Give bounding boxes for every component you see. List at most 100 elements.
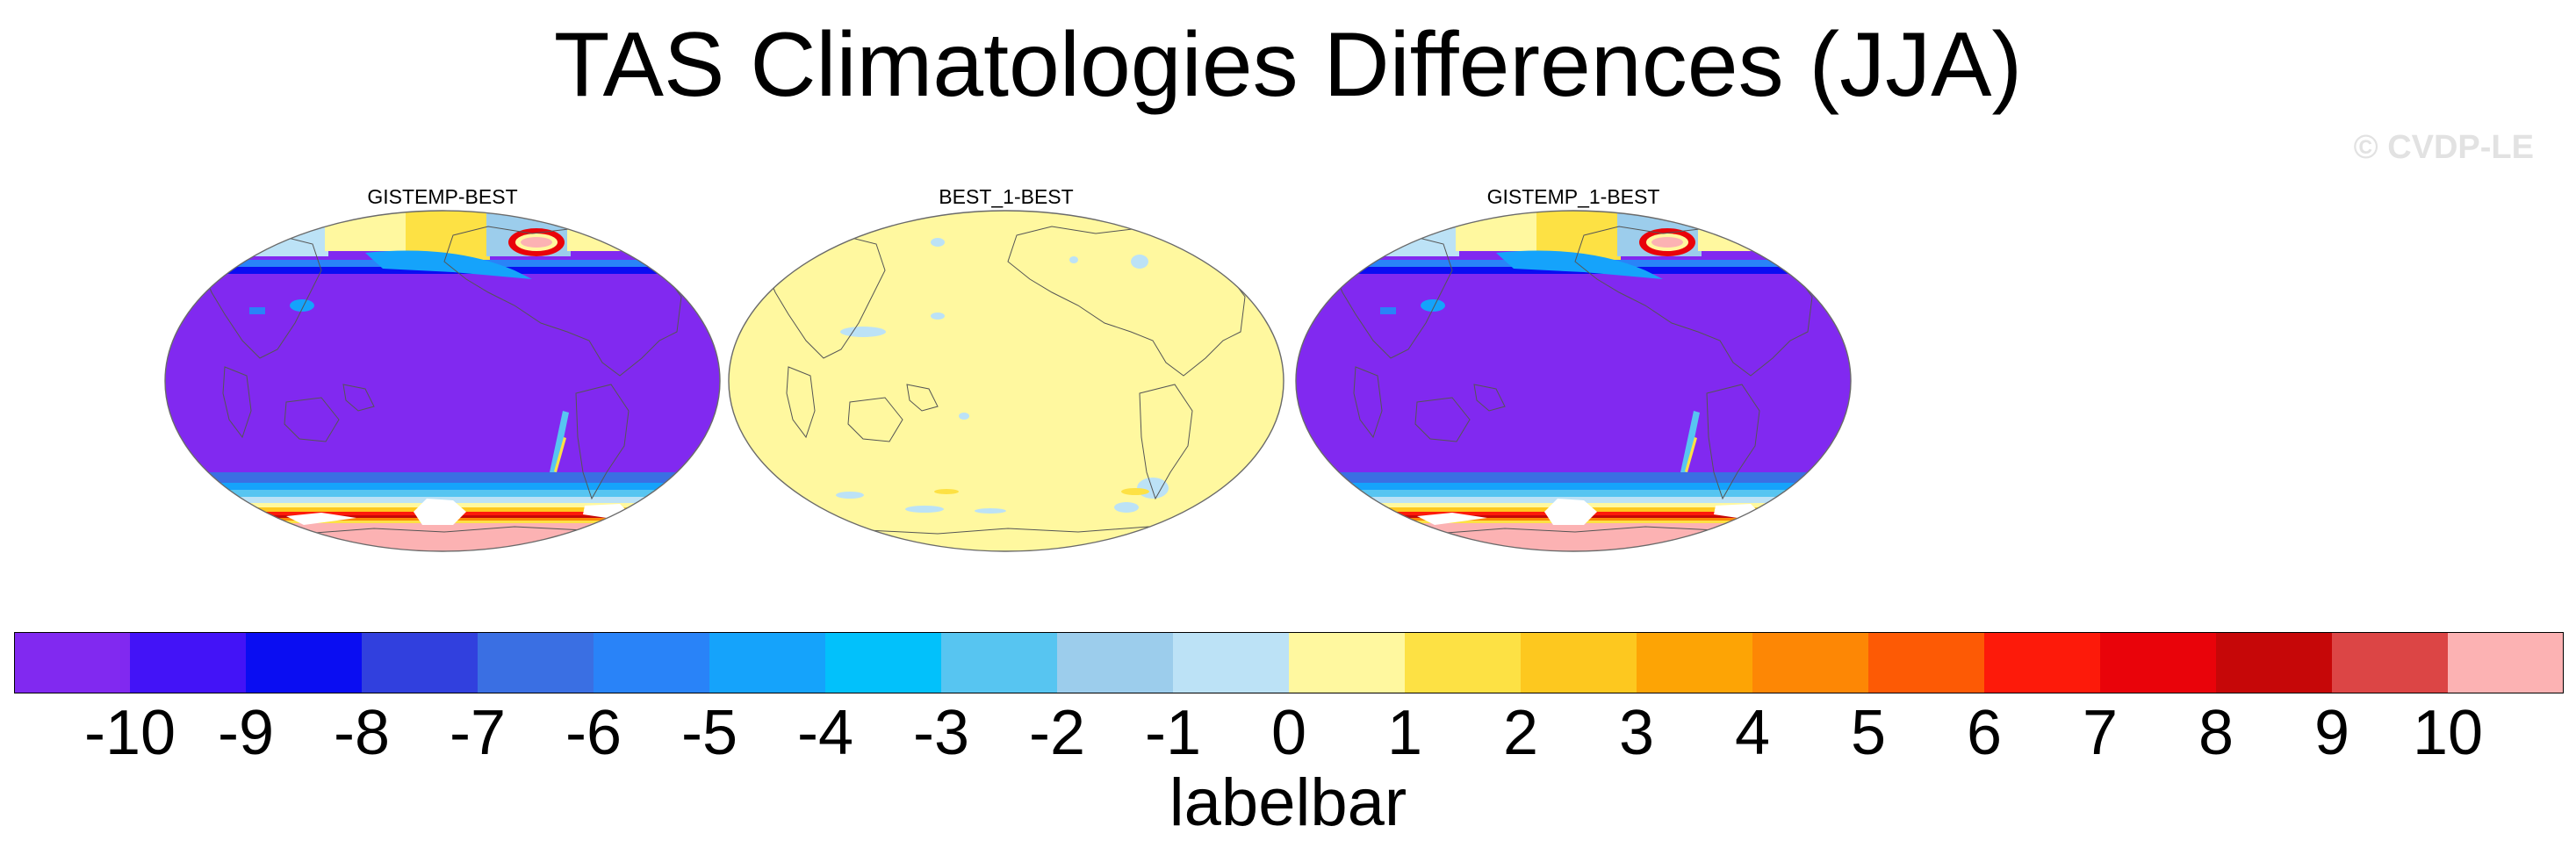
small-warm-anomaly [1121, 488, 1149, 495]
small-anomaly [931, 238, 945, 247]
arctic-band [1296, 211, 1378, 262]
labelbar-tick-label: 1 [1386, 698, 1423, 768]
coastline [1414, 397, 1471, 442]
labelbar-swatch [2448, 632, 2564, 693]
coastline [1139, 384, 1193, 500]
antarctic-field [1296, 523, 1851, 551]
small-anomaly [1137, 478, 1169, 499]
panel-title: GISTEMP-BEST [367, 185, 518, 208]
labelbar-swatch [1752, 632, 1869, 693]
arctic-band [1779, 211, 1851, 262]
labelbar-tick-label: -3 [912, 698, 970, 768]
missing-data [1417, 513, 1487, 525]
inland-anomaly [290, 299, 314, 312]
labelbar-swatch [825, 632, 942, 693]
coastline [342, 384, 375, 412]
globe-outline [728, 210, 1284, 552]
missing-data [286, 513, 356, 525]
map-panel-gistemp1-best: GISTEMP_1-BEST [1294, 184, 1853, 553]
color-labelbar [14, 632, 2564, 693]
inland-anomaly [249, 307, 265, 314]
figure-title: TAS Climatologies Differences (JJA) [553, 14, 2023, 116]
missing-data [414, 499, 466, 525]
inland-anomaly [1380, 307, 1396, 314]
small-anomaly [1131, 255, 1148, 269]
labelbar-swatch [1173, 632, 1290, 693]
coastline [222, 366, 252, 439]
antarctic-field [165, 523, 720, 551]
labelbar-swatch [2332, 632, 2449, 693]
labelbar-swatch [478, 632, 594, 693]
coastline [1473, 384, 1506, 412]
panel-title: GISTEMP_1-BEST [1486, 185, 1660, 208]
labelbar-tick-label: 4 [1734, 698, 1771, 768]
labelbar-swatch [14, 632, 131, 693]
andes-streak-core [1685, 437, 1697, 472]
coastline [1706, 384, 1760, 500]
map-gistemp1-best [1295, 210, 1852, 552]
missing-data [1544, 499, 1597, 525]
labelbar-swatch [2216, 632, 2333, 693]
map-panel-best1-best: BEST_1-BEST [727, 184, 1285, 553]
labelbar-tick-label: -8 [333, 698, 391, 768]
labelbar-title: labelbar [1169, 765, 1407, 840]
labelbar-swatch [941, 632, 1058, 693]
labelbar-swatch [1984, 632, 2101, 693]
andes-streak [550, 411, 569, 472]
small-anomaly [905, 506, 944, 513]
coastline [284, 397, 340, 442]
map-panel-gistemp-best: GISTEMP-BEST [163, 184, 722, 553]
arctic-band [648, 211, 720, 262]
arctic-band [244, 211, 328, 256]
labelbar-swatch [246, 632, 363, 693]
labelbar-swatch [709, 632, 826, 693]
map-field [729, 211, 1284, 551]
arctic-band [325, 211, 409, 251]
coastline [847, 397, 903, 442]
labelbar-tick-label: 2 [1502, 698, 1539, 768]
small-anomaly [1114, 502, 1139, 513]
labelbar-swatch [1405, 632, 1522, 693]
labelbar-tick-label: 0 [1270, 698, 1307, 768]
labelbar-swatch [1521, 632, 1637, 693]
small-anomaly [959, 413, 969, 420]
labelbar-swatch [362, 632, 479, 693]
labelbar-tick-label: -1 [1144, 698, 1202, 768]
small-anomaly [1069, 256, 1078, 263]
labelbar-swatch [594, 632, 710, 693]
watermark: © CVDP-LE [2353, 129, 2534, 166]
panel-title: BEST_1-BEST [939, 185, 1074, 208]
southern-band [1296, 483, 1851, 492]
labelbar-tick-label: -4 [796, 698, 854, 768]
coastline [786, 366, 816, 439]
labelbar-tick-label: 7 [2082, 698, 2119, 768]
labelbar-tick-label: 3 [1618, 698, 1655, 768]
warm-anomaly-center [1651, 237, 1683, 248]
labelbar-tick-label: 8 [2198, 698, 2234, 768]
labelbar-swatch [1057, 632, 1174, 693]
southern-band [165, 472, 720, 485]
labelbar-tick-label: -7 [449, 698, 507, 768]
arctic-band [165, 211, 248, 262]
coastline [575, 384, 630, 500]
small-warm-anomaly [934, 489, 959, 494]
southern-band [165, 490, 720, 499]
labelbar-tick-label: 10 [2412, 698, 2484, 768]
labelbar-tick-label: -10 [83, 698, 176, 768]
map-field [1296, 211, 1851, 551]
southern-band [1296, 490, 1851, 499]
arctic-band [1456, 211, 1540, 251]
labelbar-frame [14, 632, 2564, 693]
small-anomaly [840, 327, 886, 337]
andes-streak [1680, 411, 1700, 472]
labelbar-swatch [2100, 632, 2217, 693]
labelbar-swatch [130, 632, 247, 693]
small-anomaly [931, 313, 945, 320]
field-base [729, 211, 1284, 551]
labelbar-tick-label: -2 [1028, 698, 1086, 768]
arctic-band [1375, 211, 1459, 256]
labelbar-tick-label: 5 [1850, 698, 1887, 768]
southern-band [1296, 472, 1851, 485]
labelbar-tick-label: -5 [680, 698, 738, 768]
labelbar-tick-label: -6 [565, 698, 622, 768]
